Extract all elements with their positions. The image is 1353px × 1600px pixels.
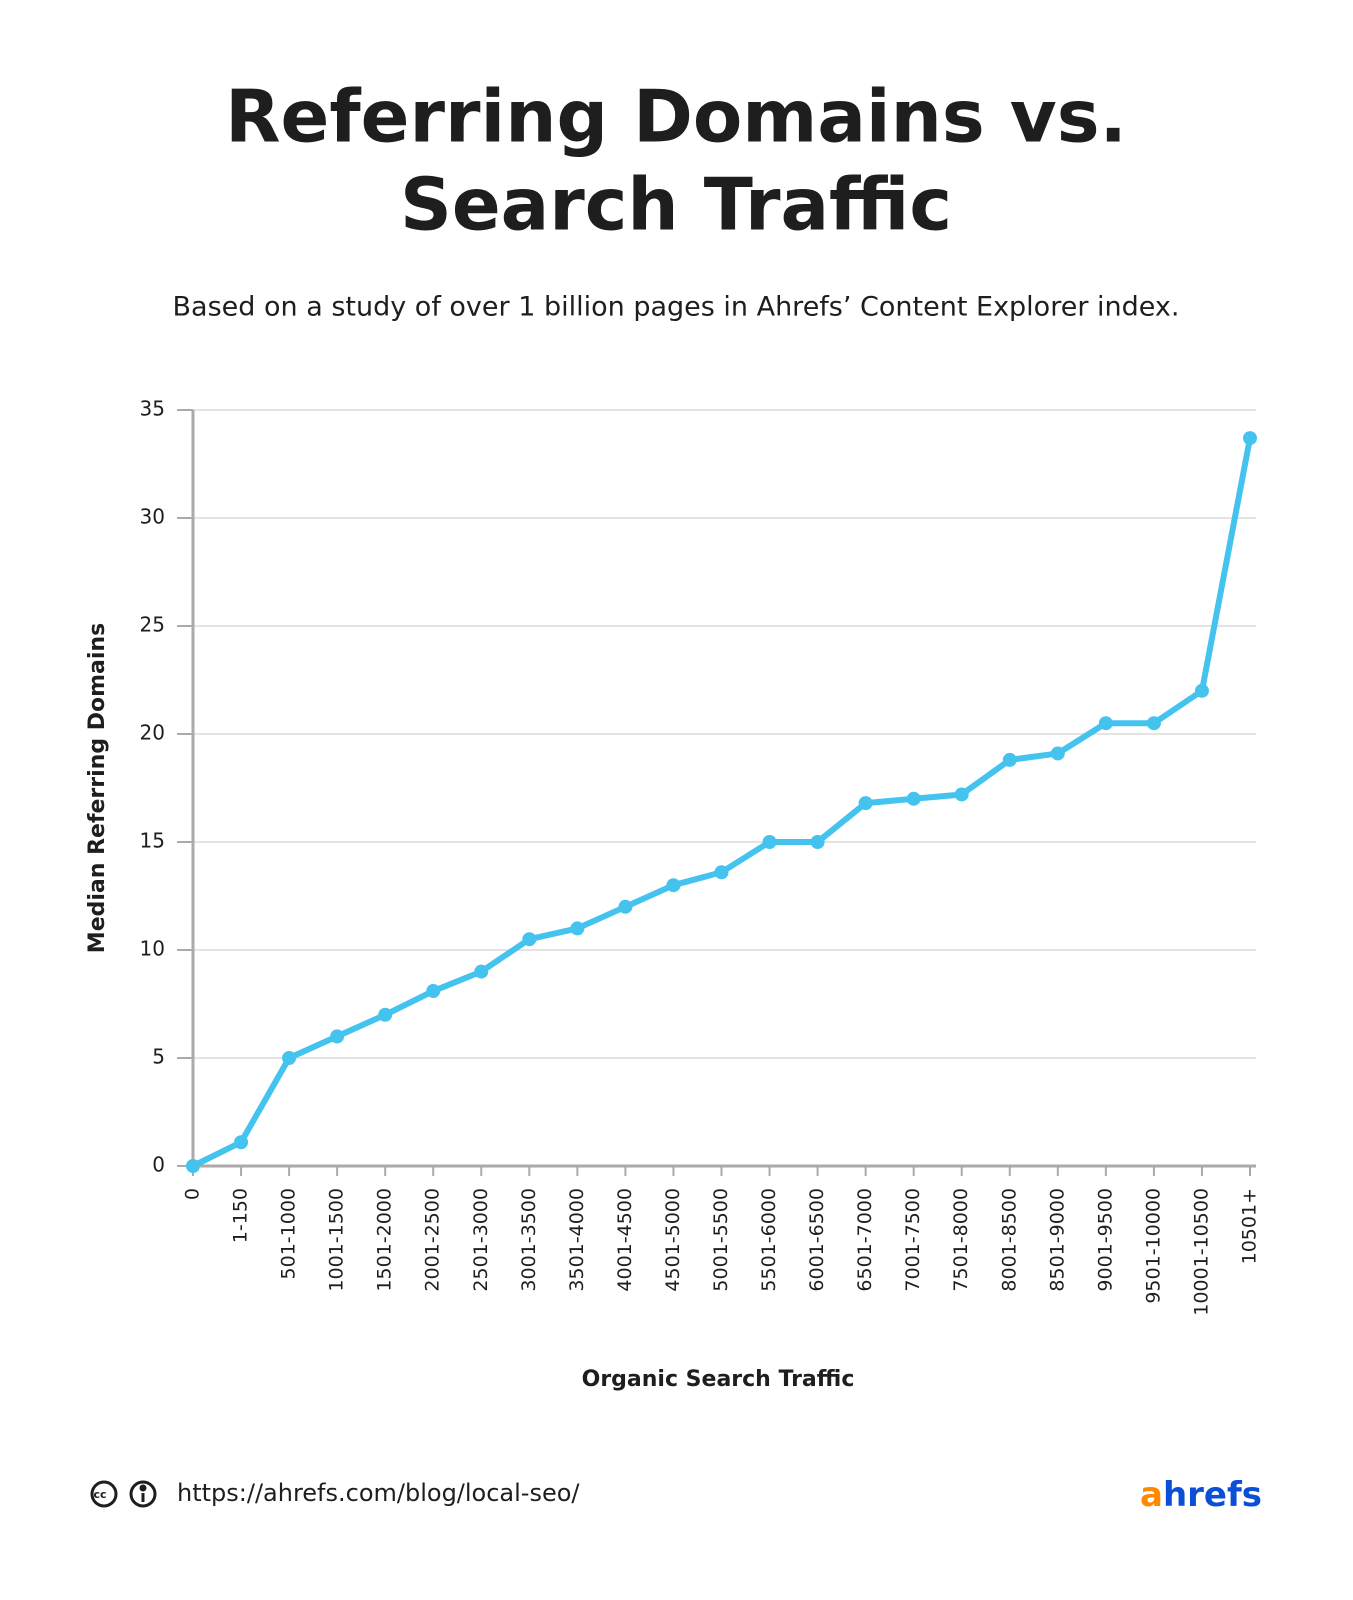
x-tick-label: 4501-5000	[662, 1188, 684, 1292]
point	[378, 1007, 393, 1022]
point	[186, 1159, 200, 1173]
point	[714, 865, 729, 880]
x-tick-label: 7001-7500	[902, 1188, 924, 1292]
point	[522, 932, 537, 947]
x-tick-label: 6001-6500	[806, 1188, 828, 1292]
x-tick-label: 1001-1500	[326, 1188, 348, 1292]
cc-text: cc	[93, 1488, 106, 1501]
point	[570, 921, 585, 936]
point	[954, 787, 969, 802]
y-tick-label: 0	[152, 1153, 165, 1177]
x-tick-label: 501-1000	[278, 1188, 300, 1279]
point	[330, 1029, 345, 1044]
y-tick-label: 15	[140, 829, 165, 853]
x-tick-label: 5501-6000	[758, 1188, 780, 1292]
x-tick-label: 9001-9500	[1094, 1188, 1116, 1292]
point	[1002, 752, 1017, 767]
point	[618, 899, 633, 914]
x-tick-label: 1501-2000	[374, 1188, 396, 1292]
y-tick-label: 35	[140, 397, 165, 421]
x-tick-label: 2501-3000	[470, 1188, 492, 1292]
x-tick-label: 3501-4000	[566, 1188, 588, 1292]
y-tick-label: 25	[140, 613, 165, 637]
point	[1194, 683, 1209, 698]
point	[1050, 746, 1065, 761]
point	[810, 835, 825, 849]
point	[474, 964, 489, 979]
chart-title: Search Traffic	[400, 163, 952, 247]
x-tick-label: 0	[182, 1188, 204, 1200]
y-tick-label: 30	[140, 505, 165, 529]
x-tick-label: 6501-7000	[854, 1188, 876, 1292]
x-tick-label: 1-150	[230, 1188, 252, 1243]
x-tick-label: 10001-10500	[1190, 1188, 1212, 1316]
x-axis-label: Organic Search Traffic	[582, 1367, 855, 1392]
chart-title: Referring Domains vs.	[225, 75, 1127, 159]
x-tick-label: 2001-2500	[422, 1188, 444, 1292]
point	[1146, 716, 1161, 731]
y-tick-label: 20	[140, 721, 165, 745]
point	[1243, 431, 1257, 446]
line	[191, 437, 1253, 1169]
x-tick-label: 8501-9000	[1046, 1188, 1068, 1292]
x-tick-label: 8001-8500	[998, 1188, 1020, 1292]
chart-subtitle: Based on a study of over 1 billion pages…	[173, 292, 1180, 323]
point	[858, 796, 873, 811]
cc-icons	[90, 1480, 157, 1508]
logo-part: a	[1140, 1475, 1163, 1515]
point	[666, 878, 681, 893]
x-tick-label: 3001-3500	[518, 1188, 540, 1292]
x-tick-label: 5001-5500	[710, 1188, 732, 1292]
point	[1098, 716, 1113, 731]
y-tick-label: 10	[140, 937, 165, 961]
x-tick-label: 4001-4500	[614, 1188, 636, 1292]
logo: ahrefs	[1140, 1475, 1262, 1515]
x-tick-label: 7501-8000	[950, 1188, 972, 1292]
logo-part: hrefs	[1163, 1475, 1262, 1515]
source-url: https://ahrefs.com/blog/local-seo/	[177, 1479, 580, 1507]
x-tick-label: 9501-10000	[1142, 1188, 1164, 1304]
point	[906, 791, 921, 806]
point	[762, 835, 777, 849]
point	[234, 1135, 249, 1150]
point	[426, 984, 441, 999]
point	[282, 1051, 297, 1065]
x-tick-label: 10501+	[1239, 1188, 1261, 1264]
y-axis-label: Median Referring Domains	[85, 623, 110, 953]
y-tick-label: 5	[152, 1045, 165, 1069]
